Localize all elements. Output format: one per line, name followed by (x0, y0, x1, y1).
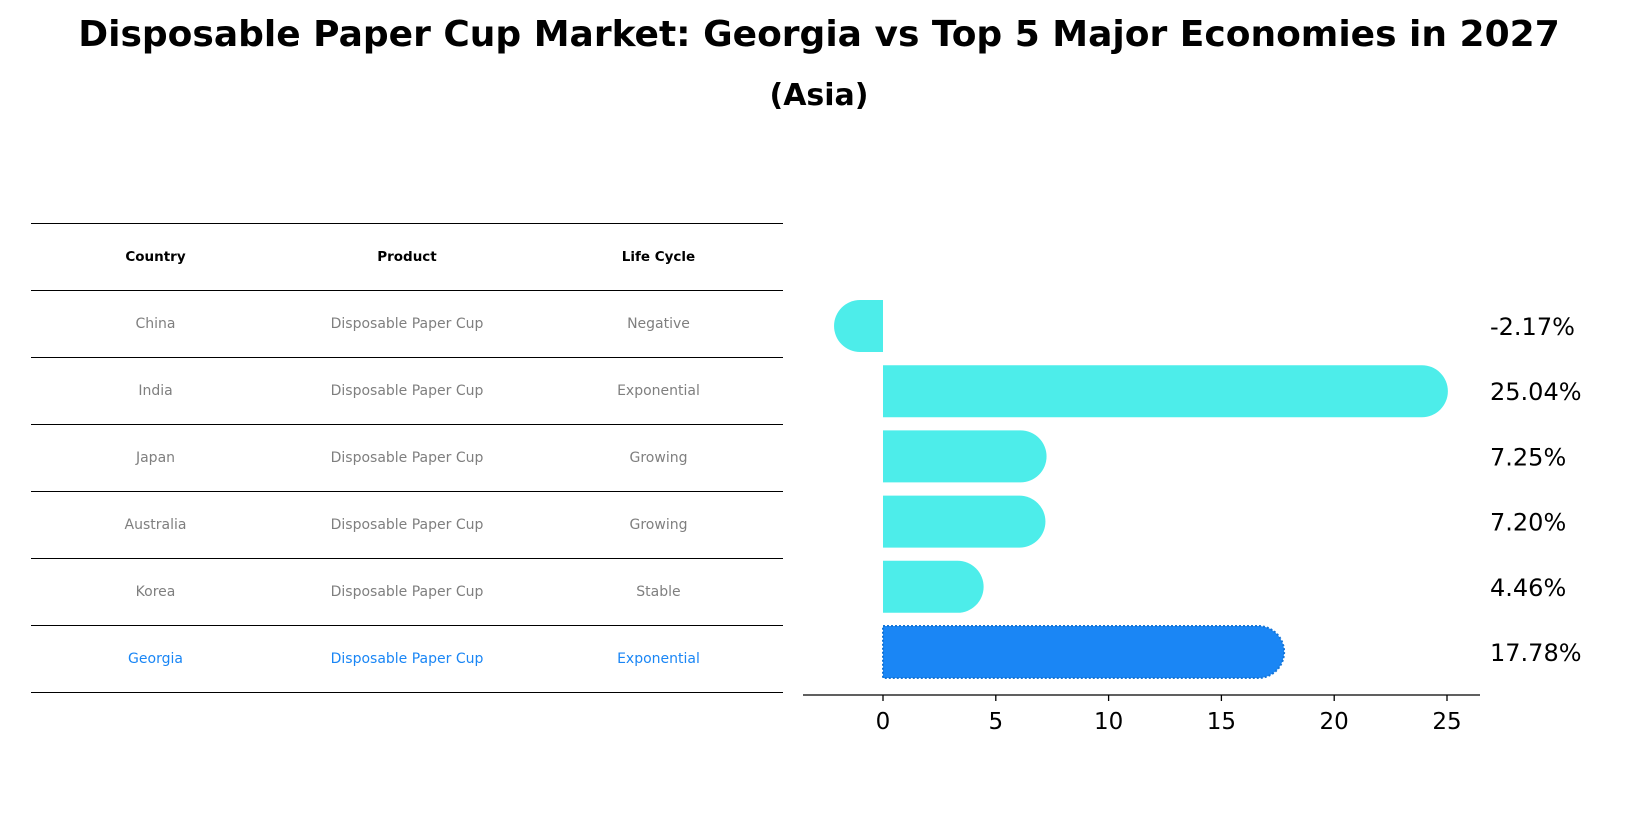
bar-japan (883, 430, 1047, 483)
bar-china (834, 300, 883, 352)
cell-life-cycle: Growing (629, 517, 688, 533)
value-label-japan: 7.25% (1490, 443, 1566, 471)
cell-product: Disposable Paper Cup (330, 651, 484, 667)
cell-product: Disposable Paper Cup (330, 517, 484, 533)
table-row: India Disposable Paper Cup Exponential (31, 358, 783, 425)
cell-life-cycle: Exponential (617, 651, 700, 667)
table-row: China Disposable Paper Cup Negative (31, 291, 783, 358)
cell-country: India (138, 383, 173, 399)
data-table: Country Product Life Cycle China Disposa… (31, 223, 783, 693)
x-tick-label: 25 (1432, 709, 1461, 735)
value-label-georgia: 17.78% (1490, 639, 1582, 667)
cell-life-cycle: Stable (636, 584, 681, 600)
bar-india (883, 365, 1448, 418)
bar-georgia (882, 625, 1286, 679)
table-header-row: Country Product Life Cycle (31, 224, 783, 291)
chart-subtitle: (Asia) (769, 78, 869, 113)
cell-country: Korea (135, 584, 176, 600)
bar-australia (883, 495, 1046, 548)
table-row: Australia Disposable Paper Cup Growing (31, 492, 783, 559)
value-label-china: -2.17% (1490, 313, 1575, 341)
x-tick-label: 20 (1320, 709, 1349, 735)
header-country: Country (125, 249, 186, 265)
cell-product: Disposable Paper Cup (330, 316, 484, 332)
table-row: Japan Disposable Paper Cup Growing (31, 425, 783, 492)
header-life-cycle: Life Cycle (621, 249, 696, 265)
cell-country: China (135, 316, 176, 332)
cell-country: Australia (124, 517, 187, 533)
value-label-india: 25.04% (1490, 378, 1582, 406)
x-tick-label: 5 (988, 709, 1003, 735)
cell-life-cycle: Exponential (617, 383, 700, 399)
chart-title: Disposable Paper Cup Market: Georgia vs … (78, 14, 1560, 55)
cell-product: Disposable Paper Cup (330, 584, 484, 600)
cell-life-cycle: Growing (629, 450, 688, 466)
cell-country: Japan (135, 450, 176, 466)
x-tick-label: 0 (876, 709, 891, 735)
cell-product: Disposable Paper Cup (330, 450, 484, 466)
cell-country: Georgia (128, 651, 183, 667)
table-row-highlight: Georgia Disposable Paper Cup Exponential (31, 626, 783, 693)
table-row: Korea Disposable Paper Cup Stable (31, 559, 783, 626)
bar-korea (883, 560, 984, 613)
x-tick-label: 15 (1207, 709, 1236, 735)
cell-life-cycle: Negative (627, 316, 690, 332)
cell-product: Disposable Paper Cup (330, 383, 484, 399)
value-label-korea: 4.46% (1490, 574, 1566, 602)
value-label-australia: 7.20% (1490, 509, 1566, 537)
header-product: Product (377, 249, 437, 265)
x-tick-label: 10 (1094, 709, 1123, 735)
